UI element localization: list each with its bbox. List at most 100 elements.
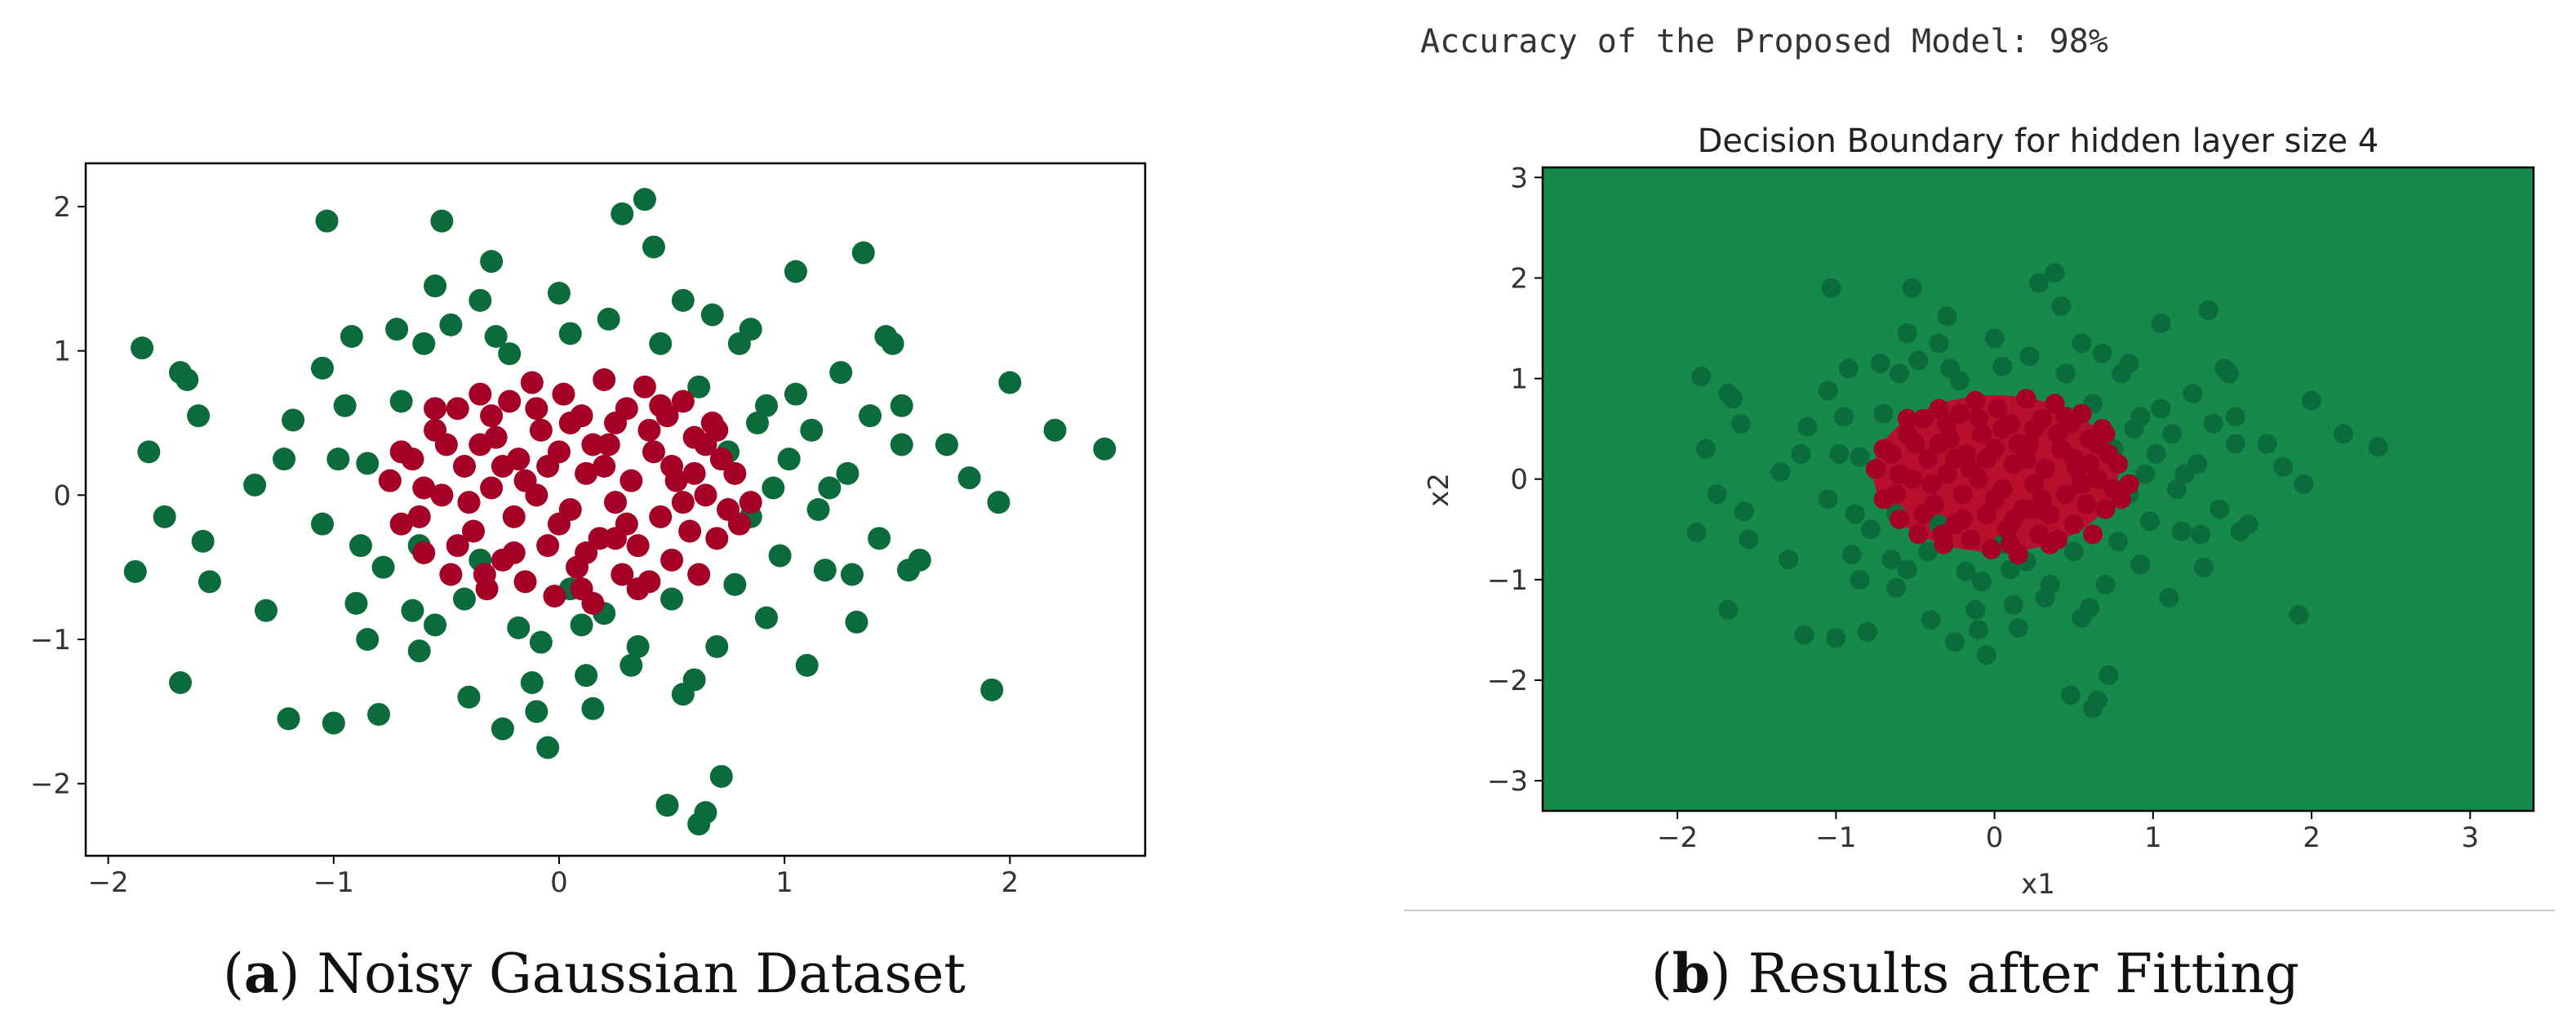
point-outer-a: [168, 671, 192, 694]
point-inner-a: [452, 455, 476, 478]
point-outer-b: [2289, 604, 2309, 625]
point-outer-a: [123, 559, 147, 583]
point-inner-b: [2001, 534, 2021, 554]
point-inner-a: [412, 541, 436, 564]
point-inner-a: [525, 397, 549, 421]
x-tick-label-a: 1: [775, 866, 793, 899]
x-tick-label-b: 3: [2461, 821, 2479, 854]
point-outer-a: [890, 433, 913, 456]
point-outer-b: [2198, 300, 2218, 320]
point-outer-a: [705, 634, 729, 658]
x-tick-label-a: −1: [313, 866, 354, 899]
y-tick-label-b: −1: [1487, 564, 1528, 597]
point-outer-b: [1707, 484, 1727, 505]
point-inner-b: [1873, 439, 1894, 459]
point-outer-b: [1897, 559, 1917, 580]
point-outer-a: [980, 678, 1004, 701]
point-outer-a: [439, 313, 463, 336]
caption-b-tag: b: [1672, 942, 1710, 1005]
point-outer-a: [198, 570, 221, 594]
point-inner-b: [2003, 509, 2023, 529]
x-tick-label-a: −2: [88, 866, 129, 899]
point-outer-a: [547, 282, 571, 305]
point-outer-b: [2139, 511, 2160, 532]
point-inner-a: [709, 447, 733, 471]
point-outer-b: [2095, 574, 2116, 594]
point-outer-b: [2001, 559, 2021, 580]
point-outer-b: [2162, 424, 2183, 444]
point-inner-a: [678, 519, 702, 543]
point-outer-a: [315, 209, 339, 233]
point-outer-a: [642, 235, 665, 259]
point-outer-b: [1834, 407, 1854, 427]
point-outer-b: [2072, 333, 2092, 354]
chart-a: −2 −1 0 1 2 −2 −1 0 1 2: [30, 162, 1147, 899]
point-outer-b: [1992, 356, 2013, 376]
point-inner-b: [1981, 539, 2001, 559]
point-inner-a: [412, 476, 436, 500]
point-outer-a: [507, 616, 531, 639]
point-outer-b: [1929, 333, 1949, 354]
point-outer-b: [2063, 541, 2084, 562]
point-inner-a: [558, 412, 582, 434]
point-inner-b: [1913, 408, 1934, 429]
point-inner-b: [1886, 484, 1907, 505]
point-outer-b: [1908, 350, 1929, 371]
point-outer-b: [1845, 504, 1865, 524]
point-outer-a: [709, 764, 733, 788]
point-outer-a: [282, 408, 305, 432]
x-tick-label-a: 0: [550, 866, 568, 899]
point-outer-b: [2159, 587, 2179, 608]
point-outer-b: [1850, 447, 1870, 467]
point-outer-b: [1723, 389, 1743, 409]
point-inner-b: [2095, 424, 2116, 444]
point-outer-b: [1873, 403, 1894, 424]
y-tick-label-a: −1: [30, 624, 71, 657]
point-outer-a: [131, 336, 154, 360]
point-inner-a: [705, 527, 729, 550]
point-outer-b: [2055, 363, 2076, 384]
point-outer-b: [1937, 306, 1957, 327]
point-outer-b: [1945, 632, 1965, 652]
point-inner-b: [1913, 504, 1934, 524]
point-outer-a: [806, 498, 830, 521]
point-outer-a: [371, 555, 395, 579]
point-inner-a: [723, 461, 747, 485]
y-tick-label-b: −3: [1487, 765, 1528, 798]
point-outer-a: [649, 332, 673, 355]
point-inner-a: [446, 397, 469, 421]
point-outer-b: [2135, 464, 2156, 484]
point-inner-a: [575, 541, 598, 564]
point-outer-b: [1794, 625, 1814, 645]
point-outer-a: [874, 325, 898, 348]
point-inner-b: [2063, 449, 2084, 470]
point-outer-a: [795, 653, 819, 677]
point-outer-a: [890, 394, 913, 417]
point-inner-a: [529, 418, 553, 442]
point-outer-a: [344, 591, 368, 615]
x-tick-label-b: 1: [2144, 821, 2162, 854]
y-tick-label-a: −2: [30, 768, 71, 801]
point-outer-b: [2146, 443, 2166, 464]
point-outer-a: [401, 599, 424, 622]
accuracy-text: Accuracy of the Proposed Model: 98%: [1420, 23, 2108, 60]
point-outer-b: [1686, 522, 1707, 542]
point-outer-a: [784, 260, 807, 283]
point-outer-b: [2108, 532, 2129, 552]
point-inner-b: [1890, 509, 1910, 529]
point-outer-b: [1976, 645, 1996, 666]
point-outer-a: [755, 606, 779, 630]
point-outer-a: [243, 473, 267, 496]
point-outer-a: [851, 241, 875, 265]
point-outer-a: [333, 394, 357, 417]
point-outer-b: [2273, 456, 2294, 477]
point-inner-a: [660, 548, 684, 572]
points-a: [123, 188, 1117, 836]
caption-a: (a) Noisy Gaussian Dataset: [223, 942, 966, 1005]
point-outer-a: [739, 318, 762, 341]
point-inner-b: [1865, 459, 1885, 479]
point-inner-a: [682, 461, 706, 485]
y-tick-label-a: 0: [53, 479, 71, 512]
x-tick-label-b: 0: [1986, 821, 2004, 854]
